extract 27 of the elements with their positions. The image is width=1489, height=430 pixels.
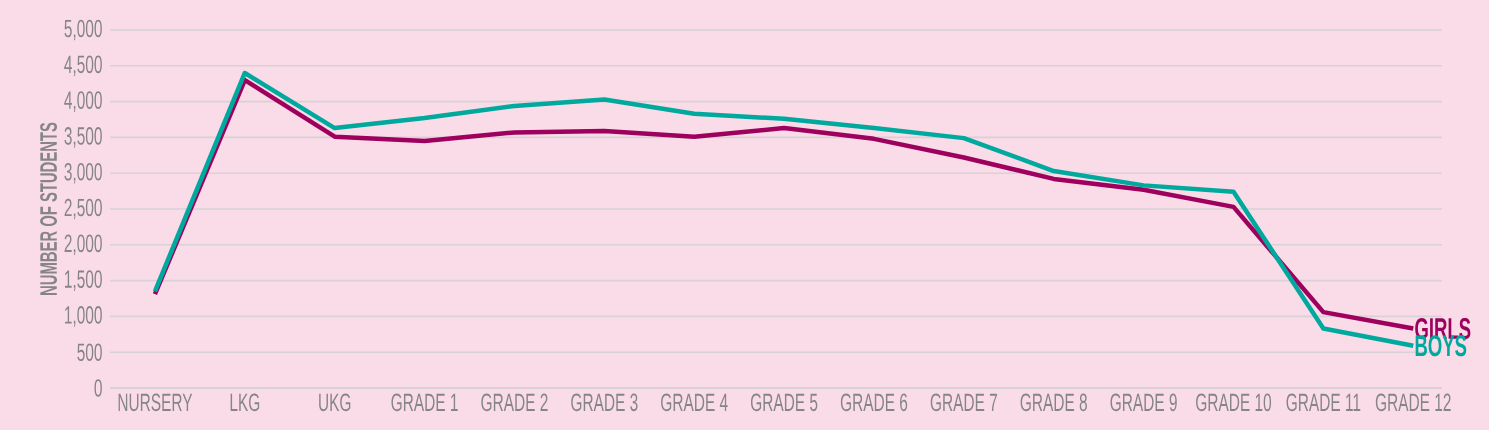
x-tick-label: GRADE 4 bbox=[661, 393, 728, 412]
x-tick-label: NURSERY bbox=[118, 393, 193, 412]
x-tick-label: GRADE 7 bbox=[930, 393, 997, 412]
y-tick-label: 5,000 bbox=[64, 19, 102, 41]
x-tick-label: GRADE 2 bbox=[481, 393, 548, 412]
x-tick-label: GRADE 5 bbox=[750, 393, 818, 412]
y-tick-label: 1,500 bbox=[65, 270, 102, 291]
y-tick-label: 4,500 bbox=[64, 55, 102, 77]
x-tick-label: UKG bbox=[319, 393, 351, 412]
y-axis-title: NUMBER OF STUDENTS bbox=[40, 122, 58, 295]
y-tick-label: 3,000 bbox=[64, 162, 102, 184]
x-tick-label: GRADE 3 bbox=[571, 393, 638, 412]
x-tick-label: GRADE 1 bbox=[391, 393, 458, 412]
y-tick-label: 4,000 bbox=[64, 91, 102, 112]
x-tick-label: GRADE 6 bbox=[840, 393, 908, 412]
y-tick-label: 2,000 bbox=[64, 234, 102, 256]
y-tick-label: 2,500 bbox=[64, 198, 102, 220]
x-tick-label: GRADE 12 bbox=[1375, 393, 1451, 412]
y-tick-label: 500 bbox=[77, 343, 102, 362]
y-tick-label: 1,000 bbox=[65, 306, 102, 327]
x-tick-label: LKG bbox=[230, 393, 260, 412]
y-tick-label: 0 bbox=[94, 379, 102, 397]
y-tick-label: 3,500 bbox=[64, 127, 102, 148]
x-tick-label: GRADE 11 bbox=[1286, 393, 1361, 412]
x-tick-label: GRADE 8 bbox=[1020, 393, 1087, 412]
x-tick-label: GRADE 9 bbox=[1110, 393, 1177, 412]
x-tick-label: GRADE 10 bbox=[1196, 393, 1272, 412]
